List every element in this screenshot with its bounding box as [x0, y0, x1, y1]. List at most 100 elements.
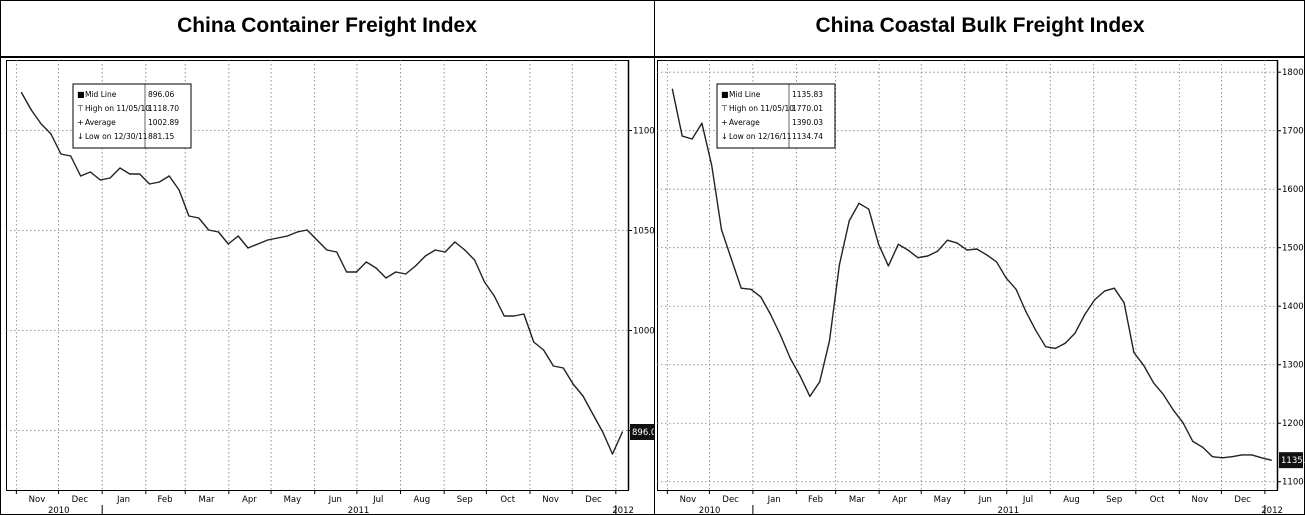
- data-point: [838, 264, 840, 266]
- x-year-label: 2011: [998, 506, 1020, 514]
- data-point: [750, 288, 752, 290]
- data-point: [936, 250, 939, 252]
- data-point: [365, 261, 367, 263]
- data-point: [966, 249, 968, 251]
- y-tick-label: 1400: [1282, 302, 1304, 312]
- legend-symbol: ↓: [721, 132, 728, 141]
- data-point: [247, 247, 249, 249]
- data-point: [946, 239, 948, 241]
- data-point: [730, 258, 732, 260]
- data-point: [326, 249, 328, 251]
- data-point: [740, 287, 742, 289]
- legend: ■ Mid Line 1135.83 ⊤ High on 11/05/101770.01…: [716, 83, 836, 149]
- data-point: [1084, 313, 1086, 316]
- data-point: [1211, 456, 1214, 458]
- data-point: [1202, 446, 1204, 448]
- data-point: [276, 237, 279, 239]
- data-point: [336, 251, 338, 253]
- legend-value: 1390.03: [792, 118, 823, 127]
- data-point: [1270, 459, 1272, 461]
- data-point: [1143, 364, 1145, 366]
- data-point: [691, 138, 693, 140]
- data-point: [927, 255, 929, 257]
- legend-symbol: ↓: [77, 132, 84, 141]
- data-point: [1094, 299, 1096, 301]
- data-point: [1162, 394, 1164, 396]
- y-tick-label: 1800: [1282, 68, 1304, 78]
- x-tick-label: Dec: [1234, 495, 1251, 505]
- data-point: [1172, 409, 1174, 411]
- data-point: [779, 334, 782, 336]
- data-point: [60, 153, 62, 155]
- x-year-label: 2010: [699, 506, 721, 514]
- data-point: [562, 367, 564, 369]
- data-point: [1054, 347, 1056, 350]
- x-year-label: 2010: [48, 506, 70, 514]
- data-point: [188, 215, 190, 217]
- data-point: [621, 431, 623, 433]
- data-point: [1015, 288, 1017, 290]
- data-point: [572, 383, 574, 385]
- current-value-label: 896.06: [632, 428, 654, 438]
- data-point: [405, 273, 407, 275]
- series-line: [671, 89, 1272, 461]
- legend-box: [72, 83, 192, 149]
- current-value-box: [630, 424, 654, 440]
- legend-symbol: ■: [77, 90, 85, 99]
- data-point: [1231, 456, 1233, 458]
- data-point: [119, 167, 121, 169]
- data-point: [956, 242, 958, 244]
- data-point: [464, 249, 466, 251]
- x-tick-label: Nov: [680, 495, 697, 505]
- data-point: [1035, 329, 1037, 331]
- data-point: [50, 133, 52, 135]
- legend-label: High on 11/05/10: [85, 104, 150, 113]
- data-point: [592, 413, 594, 415]
- x-tick-label: Nov: [542, 495, 559, 505]
- legend-value: 1134.74: [792, 132, 823, 141]
- legend-label: Mid Line: [85, 90, 117, 99]
- data-point: [257, 243, 259, 245]
- data-point: [582, 395, 584, 397]
- data-point: [474, 259, 476, 261]
- legend-label: High on 11/05/10: [729, 104, 794, 113]
- data-point: [355, 271, 358, 273]
- data-point: [523, 313, 525, 315]
- data-point: [296, 231, 298, 233]
- data-point: [89, 171, 92, 173]
- data-point: [1133, 351, 1135, 354]
- x-tick-label: Mar: [849, 495, 866, 505]
- y-tick-label: 1300: [1282, 361, 1304, 371]
- data-point: [701, 122, 703, 124]
- series-line: [20, 92, 624, 455]
- data-point: [711, 164, 713, 166]
- legend-box: [716, 83, 836, 149]
- y-tick-label: 1000: [633, 327, 654, 337]
- data-point: [237, 235, 239, 237]
- data-point: [79, 175, 82, 177]
- legend-label: Average: [85, 118, 116, 127]
- data-point: [848, 220, 850, 222]
- x-tick-label: Jun: [328, 495, 342, 505]
- data-point: [681, 135, 683, 137]
- current-value-label: 1135.83: [1281, 456, 1305, 466]
- panel-divider: [654, 0, 655, 515]
- legend-value: 1002.89: [148, 118, 179, 127]
- legend-label: Low on 12/30/11: [85, 132, 148, 141]
- x-tick-label: Apr: [892, 495, 907, 505]
- data-point: [395, 271, 397, 273]
- data-point: [976, 248, 978, 250]
- legend-symbol: ⊤: [721, 104, 728, 113]
- x-tick-label: Dec: [72, 495, 89, 505]
- legend-value: 1118.70: [148, 104, 179, 113]
- data-point: [1260, 457, 1263, 459]
- data-point: [533, 341, 535, 343]
- data-point: [897, 243, 899, 245]
- data-point: [375, 267, 377, 269]
- data-point: [267, 239, 269, 241]
- legend-symbol: ⊤: [77, 104, 84, 113]
- coastal-bulk-freight-chart: Nov Dec Jan Feb Mar Apr May Jun Jul Aug Sep Oct Nov D…: [657, 60, 1305, 514]
- data-point: [1241, 454, 1243, 456]
- data-point: [552, 365, 555, 367]
